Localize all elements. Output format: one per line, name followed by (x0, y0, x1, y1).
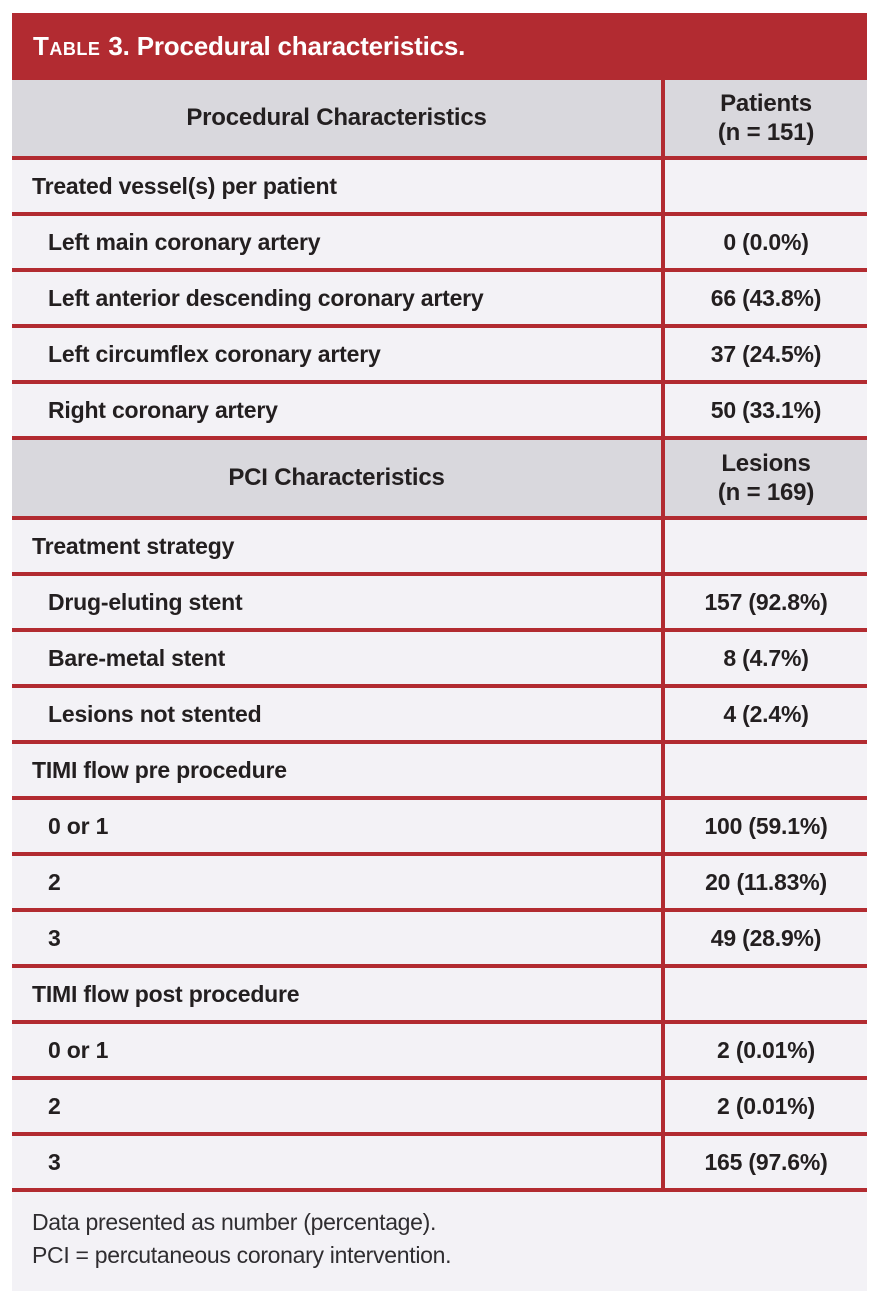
table-row: Left anterior descending coronary artery… (12, 272, 867, 328)
row-label: TIMI flow post procedure (32, 980, 300, 1007)
column-header-lesions: Lesions (n = 169) (661, 440, 867, 516)
table-row: Left main coronary artery 0 (0.0%) (12, 216, 867, 272)
footnote-line-1: Data presented as number (percentage). (32, 1209, 437, 1235)
row-label: 2 (48, 868, 61, 895)
table-row: Lesions not stented 4 (2.4%) (12, 688, 867, 744)
row-value: 100 (59.1%) (661, 800, 867, 852)
row-value: 0 (0.0%) (661, 216, 867, 268)
row-label: Left anterior descending coronary artery (48, 284, 484, 311)
row-label: 0 or 1 (48, 812, 109, 839)
table-title-text: 3. Procedural characteristics. (108, 31, 466, 61)
row-value: 50 (33.1%) (661, 384, 867, 436)
column-header-lesions-line1: Lesions (721, 449, 811, 477)
table-footnote: Data presented as number (percentage). P… (12, 1192, 867, 1291)
column-header-row-pci: PCI Characteristics Lesions (n = 169) (12, 440, 867, 520)
row-value: 8 (4.7%) (661, 632, 867, 684)
row-label: 3 (48, 924, 61, 951)
row-label: Left circumflex coronary artery (48, 340, 381, 367)
row-value: 165 (97.6%) (661, 1136, 867, 1188)
row-value: 66 (43.8%) (661, 272, 867, 324)
row-label: 0 or 1 (48, 1036, 109, 1063)
row-label: Bare-metal stent (48, 644, 226, 671)
table-row: 2 20 (11.83%) (12, 856, 867, 912)
row-label: Left main coronary artery (48, 228, 321, 255)
column-header-patients-line2: (n = 151) (717, 119, 815, 146)
table-row: 3 49 (28.9%) (12, 912, 867, 968)
footnote-line-2: PCI = percutaneous coronary intervention… (32, 1242, 452, 1269)
row-label: Drug-eluting stent (48, 588, 243, 615)
row-label: Treated vessel(s) per patient (32, 172, 337, 199)
column-header-label: PCI Characteristics (228, 464, 445, 491)
row-label: TIMI flow pre procedure (32, 756, 287, 783)
row-value: 37 (24.5%) (661, 328, 867, 380)
table-row: Treatment strategy (12, 520, 867, 576)
row-label: Right coronary artery (48, 396, 278, 423)
table-row: TIMI flow pre procedure (12, 744, 867, 800)
table-row: 2 2 (0.01%) (12, 1080, 867, 1136)
column-header-row-procedural: Procedural Characteristics Patients (n =… (12, 80, 867, 160)
row-label: Treatment strategy (32, 532, 235, 559)
row-label: 3 (48, 1148, 61, 1175)
table-row: Treated vessel(s) per patient (12, 160, 867, 216)
column-header-patients-line1: Patients (720, 89, 812, 117)
table-row: Drug-eluting stent 157 (92.8%) (12, 576, 867, 632)
row-value: 2 (0.01%) (661, 1024, 867, 1076)
row-value (661, 520, 867, 572)
column-header-patients: Patients (n = 151) (661, 80, 867, 156)
row-value (661, 744, 867, 796)
row-value: 49 (28.9%) (661, 912, 867, 964)
table-row: TIMI flow post procedure (12, 968, 867, 1024)
row-label: Lesions not stented (48, 700, 262, 727)
table-row: Left circumflex coronary artery 37 (24.5… (12, 328, 867, 384)
row-value: 4 (2.4%) (661, 688, 867, 740)
table-row: 0 or 1 2 (0.01%) (12, 1024, 867, 1080)
table-row: Right coronary artery 50 (33.1%) (12, 384, 867, 440)
row-label: 2 (48, 1092, 61, 1119)
table-title-prefix: Table (33, 31, 101, 61)
row-value (661, 160, 867, 212)
row-value: 157 (92.8%) (661, 576, 867, 628)
procedural-characteristics-table: Table 3. Procedural characteristics. Pro… (12, 13, 867, 1291)
row-value: 20 (11.83%) (661, 856, 867, 908)
row-value (661, 968, 867, 1020)
row-value: 2 (0.01%) (661, 1080, 867, 1132)
table-row: 0 or 1 100 (59.1%) (12, 800, 867, 856)
column-header-label: Procedural Characteristics (186, 104, 487, 131)
column-header-lesions-line2: (n = 169) (717, 479, 815, 506)
table-row: 3 165 (97.6%) (12, 1136, 867, 1192)
table-row: Bare-metal stent 8 (4.7%) (12, 632, 867, 688)
table-title-bar: Table 3. Procedural characteristics. (12, 13, 867, 80)
